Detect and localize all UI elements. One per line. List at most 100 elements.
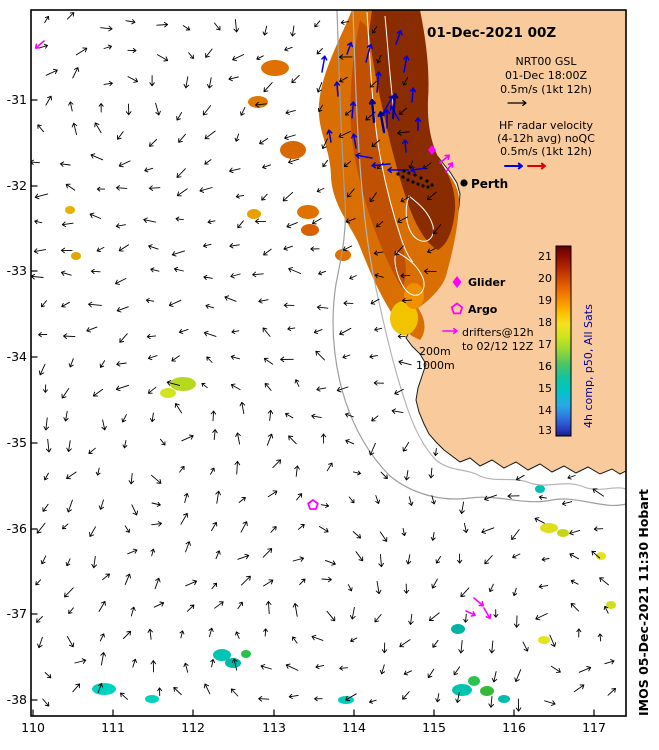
velocity-arrow bbox=[288, 435, 297, 445]
velocity-arrow bbox=[403, 583, 410, 594]
velocity-arrow bbox=[285, 663, 299, 671]
velocity-arrow bbox=[263, 82, 273, 93]
velocity-arrow bbox=[350, 637, 358, 643]
velocity-arrow bbox=[377, 111, 386, 134]
hf-scale-label: 0.5m/s (1kt 12h) bbox=[500, 145, 592, 158]
velocity-arrow bbox=[371, 26, 378, 34]
velocity-arrow bbox=[259, 138, 269, 145]
velocity-arrow bbox=[202, 105, 212, 116]
velocity-arrow bbox=[45, 438, 52, 453]
velocity-arrow bbox=[316, 187, 325, 193]
velocity-arrow bbox=[95, 467, 101, 476]
velocity-arrow bbox=[258, 298, 269, 304]
sst-patch bbox=[280, 141, 306, 159]
velocity-arrow bbox=[391, 408, 404, 415]
velocity-arrow bbox=[570, 603, 580, 612]
velocity-arrow bbox=[150, 660, 157, 673]
velocity-arrow bbox=[395, 30, 403, 45]
velocity-arrow bbox=[36, 615, 43, 623]
drifters-label-line2: to 02/12 12Z bbox=[462, 340, 534, 353]
velocity-arrow bbox=[310, 246, 320, 252]
depth-1000m-label: 1000m bbox=[416, 359, 455, 372]
velocity-arrow bbox=[176, 188, 188, 197]
velocity-arrow bbox=[463, 522, 469, 533]
velocity-arrow bbox=[75, 47, 88, 56]
velocity-arrow bbox=[68, 358, 74, 368]
velocity-arrow bbox=[445, 162, 454, 173]
velocity-arrow bbox=[457, 553, 463, 564]
velocity-arrow bbox=[144, 167, 154, 173]
velocity-arrow bbox=[404, 469, 410, 481]
sst-patch bbox=[71, 252, 81, 260]
velocity-arrow bbox=[399, 639, 411, 648]
velocity-arrow bbox=[316, 81, 323, 93]
velocity-arrow bbox=[374, 273, 384, 279]
glider-track-dot bbox=[401, 175, 405, 179]
velocity-arrow bbox=[204, 159, 212, 165]
velocity-arrow bbox=[116, 306, 129, 313]
velocity-arrow bbox=[317, 104, 323, 113]
velocity-arrow bbox=[343, 300, 354, 306]
velocity-arrow bbox=[205, 303, 215, 309]
gsl-product-label: NRT00 GSL bbox=[516, 55, 578, 68]
velocity-arrow bbox=[98, 499, 105, 510]
sst-patch bbox=[390, 301, 418, 335]
velocity-arrow bbox=[534, 517, 545, 524]
colorbar-tick: 20 bbox=[538, 272, 552, 285]
velocity-arrow bbox=[252, 271, 264, 278]
x-tick-label: 116 bbox=[502, 720, 526, 735]
velocity-arrow bbox=[427, 248, 436, 254]
velocity-arrow bbox=[262, 25, 268, 36]
velocity-arrow bbox=[176, 112, 183, 121]
y-tick-label: -32 bbox=[7, 178, 27, 193]
velocity-arrow bbox=[120, 692, 128, 700]
glider-track-dot bbox=[419, 176, 423, 180]
velocity-arrow bbox=[261, 193, 268, 201]
velocity-arrow bbox=[240, 106, 246, 116]
velocity-arrow bbox=[131, 504, 138, 516]
sst-patch bbox=[606, 601, 616, 609]
velocity-arrow bbox=[311, 413, 322, 420]
hf-title-label: HF radar velocity bbox=[499, 119, 594, 132]
velocity-arrow bbox=[369, 192, 377, 203]
velocity-arrow bbox=[285, 109, 296, 115]
velocity-arrow bbox=[149, 139, 157, 147]
y-tick-label: -33 bbox=[7, 263, 27, 278]
velocity-arrow bbox=[63, 410, 69, 422]
velocity-arrow bbox=[284, 46, 293, 52]
drifters-label-line1: drifters@12h bbox=[462, 326, 534, 339]
sst-patch bbox=[160, 388, 176, 398]
velocity-arrow bbox=[342, 245, 353, 252]
velocity-arrow bbox=[458, 640, 465, 654]
velocity-arrow bbox=[380, 471, 388, 479]
velocity-arrow bbox=[186, 604, 195, 612]
velocity-arrow bbox=[514, 669, 522, 683]
velocity-arrow bbox=[203, 330, 217, 337]
velocity-arrow bbox=[86, 326, 98, 333]
velocity-arrow bbox=[369, 81, 377, 88]
velocity-arrow bbox=[262, 548, 273, 558]
velocity-arrow bbox=[237, 553, 250, 560]
velocity-arrow bbox=[60, 247, 73, 254]
velocity-arrow bbox=[66, 636, 75, 648]
velocity-arrow bbox=[230, 688, 239, 697]
velocity-arrow bbox=[439, 154, 450, 164]
velocity-arrow bbox=[326, 610, 336, 622]
velocity-arrow bbox=[128, 473, 135, 485]
velocity-arrow bbox=[118, 244, 130, 252]
velocity-arrow bbox=[351, 133, 358, 149]
colorbar-tick: 13 bbox=[538, 424, 552, 437]
velocity-arrow bbox=[511, 529, 520, 540]
velocity-arrow bbox=[570, 579, 579, 585]
velocity-arrow bbox=[373, 380, 384, 386]
velocity-arrow bbox=[176, 168, 186, 178]
colorbar-tick: 17 bbox=[538, 338, 552, 351]
argo-float-icon bbox=[450, 302, 464, 315]
velocity-arrow bbox=[204, 130, 216, 140]
velocity-arrow bbox=[230, 383, 241, 391]
velocity-arrow bbox=[37, 636, 43, 649]
argo-float-icon bbox=[307, 498, 319, 510]
legend-depths: 200m 1000m bbox=[416, 345, 455, 372]
velocity-arrow bbox=[96, 186, 106, 192]
y-tick-label: -31 bbox=[7, 92, 27, 107]
